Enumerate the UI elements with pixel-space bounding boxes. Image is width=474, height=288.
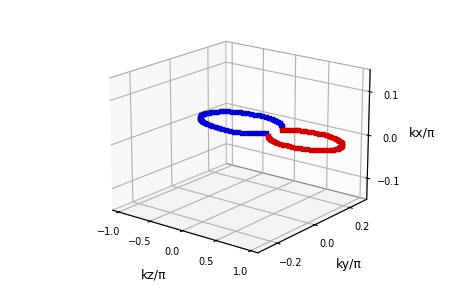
Y-axis label: ky/π: ky/π [336, 257, 362, 270]
X-axis label: kz/π: kz/π [141, 269, 167, 282]
